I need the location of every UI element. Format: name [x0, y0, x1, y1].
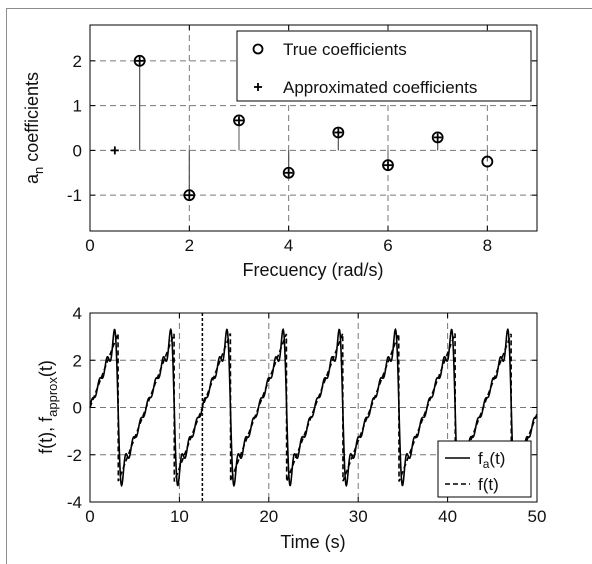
coefficients-x-tick-label: 2	[185, 236, 194, 255]
true-coefficient-point	[481, 155, 494, 168]
signal-y-tick-label: 2	[73, 351, 82, 370]
true-coefficient-point	[233, 114, 245, 127]
figure-frame-left	[6, 8, 7, 564]
true-coefficient-point	[431, 131, 444, 144]
signal-tick-labels: 0 10 20 30 40 50 -4 -2 0 2 4	[67, 304, 547, 526]
legend-approximated-coefficients: Approximated coefficients	[283, 78, 477, 97]
coefficients-x-tick-label: 8	[483, 236, 492, 255]
coefficients-tick-labels: 0 2 4 6 8 -1 0 1 2	[67, 52, 492, 255]
signal-y-tick-label: -4	[67, 493, 82, 512]
signal-grid	[90, 313, 537, 502]
figure-frame-top	[6, 8, 592, 9]
coefficients-x-tick-label: 4	[284, 236, 293, 255]
coefficients-axes: 0 2 4 6 8 -1 0 1 2 True coefficients Approximate…	[22, 24, 538, 280]
legend-fa: fa(t)	[478, 449, 505, 471]
signal-x-tick-label: 20	[259, 507, 278, 526]
signal-tick-marks	[89, 312, 538, 503]
coefficients-x-tick-label: 0	[85, 236, 94, 255]
coefficients-y-tick-label: 0	[73, 141, 82, 160]
coefficients-y-tick-label: 2	[73, 52, 82, 71]
signal-legend-box	[437, 440, 532, 498]
coefficients-y-axis-label: an coefficients	[22, 72, 46, 184]
coefficients-y-tick-label: 1	[73, 97, 82, 116]
coefficients-y-tick-label: -1	[67, 186, 82, 205]
signal-y-tick-label: 4	[73, 304, 82, 323]
legend-f: f(t)	[478, 475, 499, 494]
signal-x-axis-label: Time (s)	[280, 532, 345, 552]
signal-legend: fa(t) f(t)	[437, 440, 532, 498]
signal-x-tick-label: 40	[438, 507, 457, 526]
coefficients-x-tick-label: 6	[383, 236, 392, 255]
true-coefficient-point	[183, 189, 196, 202]
signal-x-tick-label: 0	[85, 507, 94, 526]
signal-x-tick-label: 10	[170, 507, 189, 526]
true-coefficient-point	[133, 54, 146, 67]
true-coefficient-point	[332, 126, 345, 139]
legend-circle-icon	[252, 43, 264, 55]
signal-x-tick-label: 50	[528, 507, 547, 526]
coefficients-x-axis-label: Frecuency (rad/s)	[242, 260, 383, 280]
true-coefficient-point	[282, 166, 295, 179]
legend-true-coefficients: True coefficients	[283, 40, 407, 59]
coefficients-legend-box	[236, 30, 532, 102]
signal-y-tick-label: -2	[67, 446, 82, 465]
true-coefficient-point	[382, 159, 394, 172]
signal-axes: 0 10 20 30 40 50 -4 -2 0 2 4 fa(t) f(t) Time (s) f…	[36, 304, 546, 552]
coefficients-tick-marks	[89, 25, 537, 231]
coefficients-markers	[110, 54, 494, 202]
coefficients-stems	[139, 60, 488, 196]
signal-x-tick-label: 30	[349, 507, 368, 526]
signal-y-tick-label: 0	[73, 399, 82, 418]
signal-y-axis-label: f(t), fapprox(t)	[36, 360, 60, 454]
coefficients-legend: True coefficients Approximated coefficie…	[236, 30, 532, 102]
